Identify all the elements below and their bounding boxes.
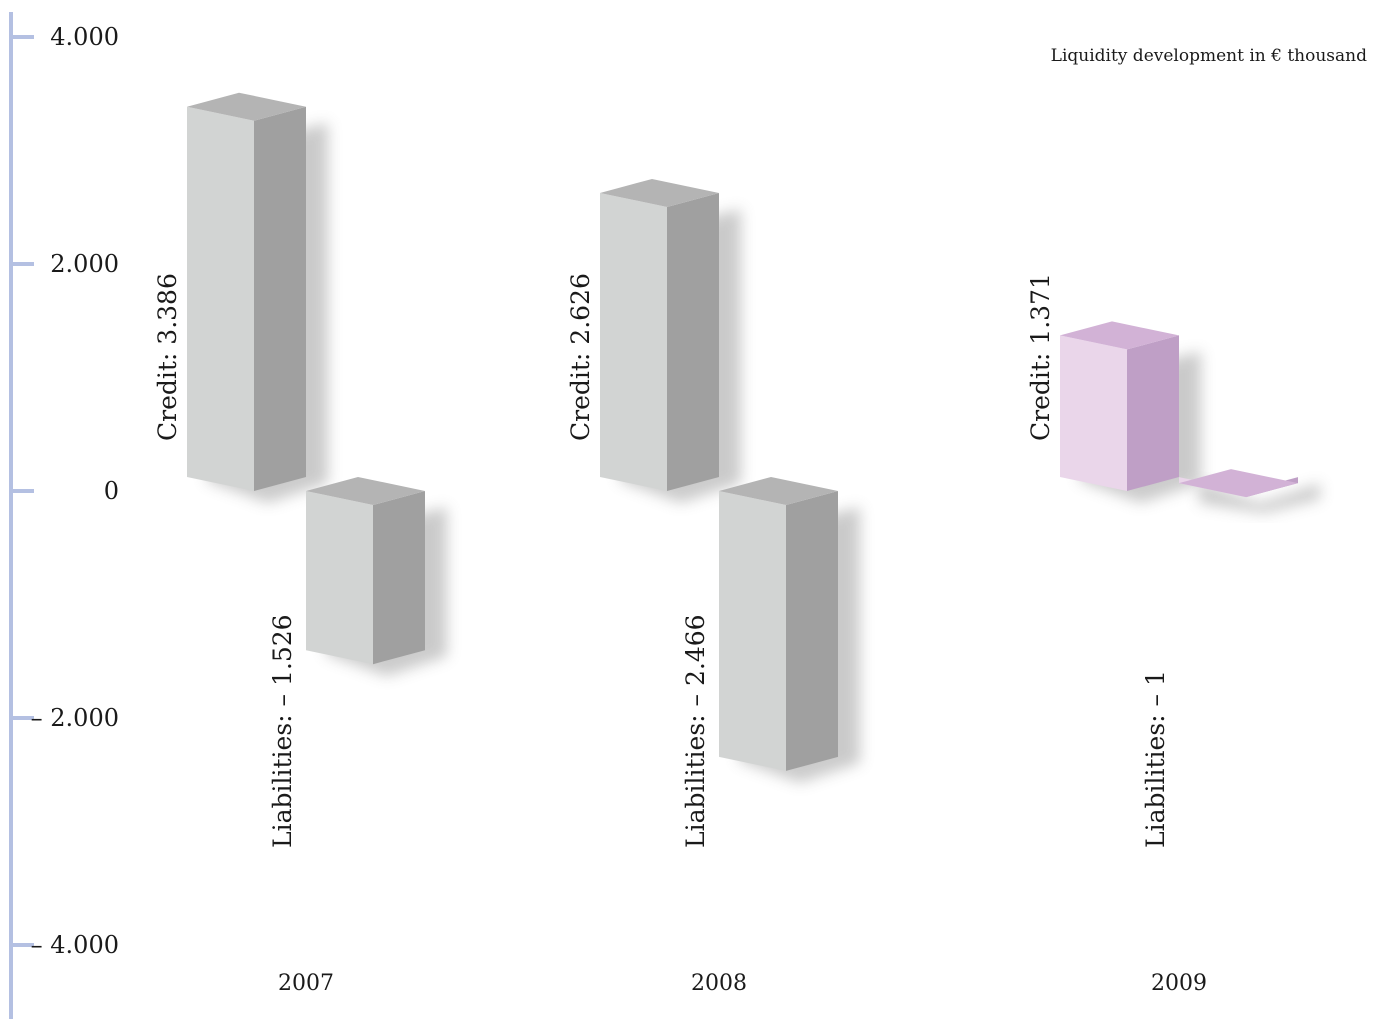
liabilities-bar-top [306, 477, 425, 505]
y-tick-label: 4.000 [50, 23, 119, 51]
liabilities-bar-top [1179, 469, 1298, 498]
credit-bar [187, 92, 306, 492]
category-labels: 2007 2008 2009 [278, 971, 1207, 996]
liabilities-bar-side [373, 491, 425, 665]
y-tick-label: – 2.000 [31, 704, 119, 732]
y-tick-label: 0 [104, 477, 119, 505]
credit-bar-side [667, 192, 719, 491]
credit-bar-front [600, 192, 667, 491]
liabilities-value-label: Liabilities: – 1.526 [268, 614, 297, 848]
bars [187, 92, 1298, 771]
liabilities-value-label: Liabilities: – 1 [1141, 670, 1170, 848]
liabilities-bar [306, 477, 425, 665]
credit-bar-side [1127, 335, 1179, 491]
credit-bar-top [600, 178, 719, 207]
credit-value-label: Credit: 2.626 [566, 273, 595, 441]
y-tick-label: – 4.000 [31, 931, 119, 959]
credit-bar-front [187, 106, 254, 492]
liabilities-bar-shadow [1199, 481, 1320, 514]
liabilities-bar-side [786, 491, 838, 771]
y-tick-label: 2.000 [50, 250, 119, 278]
credit-value-label: Credit: 3.386 [153, 273, 182, 441]
liabilities-bar-front [306, 491, 373, 665]
credit-bar-top [1060, 321, 1179, 350]
x-category-label: 2009 [1151, 971, 1207, 996]
liabilities-value-label: Liabilities: – 2.466 [681, 614, 710, 848]
liabilities-bar [1179, 469, 1298, 498]
credit-bar [600, 178, 719, 491]
credit-bar-side [254, 106, 306, 492]
liabilities-bar [719, 477, 838, 771]
liabilities-bar-front [719, 491, 786, 771]
credit-bar-top [187, 92, 306, 121]
x-category-label: 2007 [278, 971, 334, 996]
liabilities-bar-top [719, 477, 838, 505]
credit-bar-front [1060, 335, 1127, 491]
chart-title: Liquidity development in € thousand [1051, 46, 1367, 66]
credit-value-label: Credit: 1.371 [1026, 273, 1055, 441]
x-category-label: 2008 [691, 971, 747, 996]
y-axis-ticks: 4.000 2.000 0 – 2.000 – 4.000 [11, 23, 119, 959]
bar-labels: Credit: 3.386 Liabilities: – 1.526 Credit:… [153, 273, 1170, 848]
credit-bar [1060, 321, 1179, 491]
